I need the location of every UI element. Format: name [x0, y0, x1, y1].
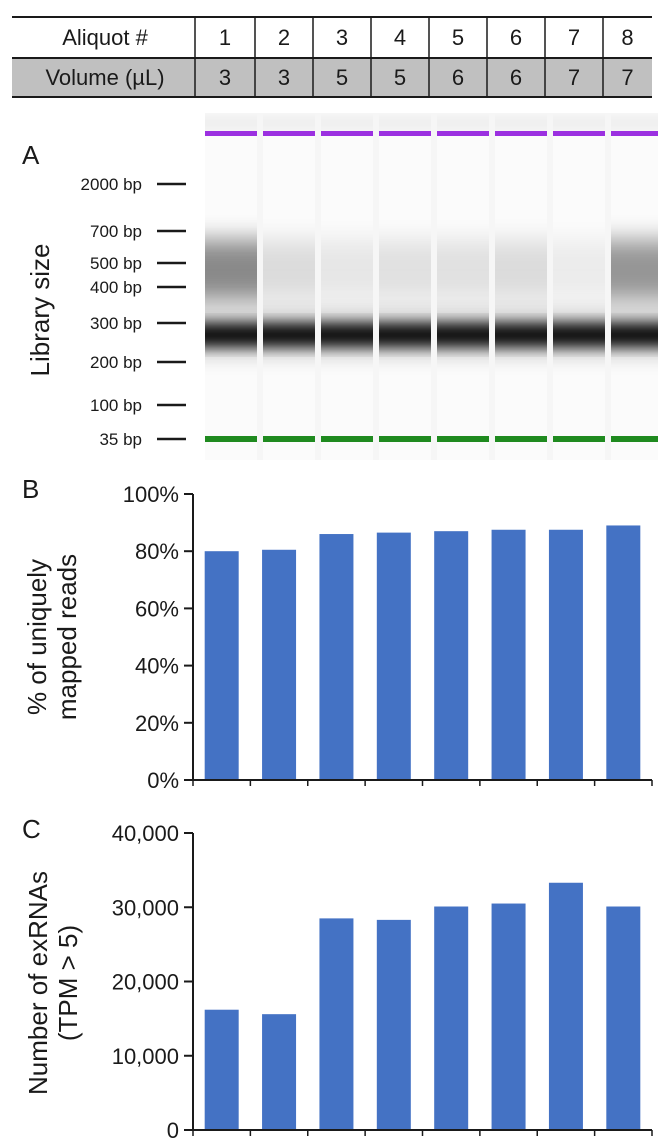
- lower-marker-band: [205, 436, 257, 442]
- y-tick-label: 60%: [135, 596, 179, 621]
- panel-label-a: A: [22, 140, 40, 170]
- lower-marker-band: [437, 436, 489, 442]
- lower-marker-band: [611, 436, 658, 442]
- volume-cell: 3: [219, 65, 231, 90]
- upper-marker-band: [205, 131, 257, 136]
- y-tick-label: 0: [167, 1118, 179, 1139]
- bar-aliquot-1: [204, 1009, 239, 1130]
- upper-marker-band: [553, 131, 605, 136]
- aliquot-number-cell: 2: [278, 25, 290, 50]
- bar-aliquot-8: [606, 525, 641, 780]
- c-y-axis-label-line1: Number of exRNAs: [23, 871, 53, 1095]
- lower-marker-band: [379, 436, 431, 442]
- bar-aliquot-6: [491, 903, 526, 1130]
- volume-cell: 7: [621, 65, 633, 90]
- row-label-aliquot: Aliquot #: [62, 25, 148, 50]
- gel-panel: A Library size 2000 bp 700 bp 500 bp 400 bp…: [22, 113, 658, 460]
- ladder-size-label: 500 bp: [90, 254, 142, 273]
- volume-cell: 5: [394, 65, 406, 90]
- bar-aliquot-3: [319, 918, 354, 1130]
- upper-marker-band: [321, 131, 373, 136]
- upper-marker-band: [437, 131, 489, 136]
- volume-cell: 3: [278, 65, 290, 90]
- upper-marker-band: [263, 131, 315, 136]
- y-tick-label: 80%: [135, 539, 179, 564]
- upper-marker-band: [495, 131, 547, 136]
- y-tick-label: 20,000: [112, 970, 179, 995]
- bar-aliquot-3: [319, 534, 354, 780]
- gel-lane: [437, 113, 489, 460]
- y-tick-label: 0%: [147, 768, 179, 793]
- gel-lane: [495, 113, 547, 460]
- upper-marker-band: [379, 131, 431, 136]
- gel-lane: [553, 113, 605, 460]
- ladder-size-label: 2000 bp: [81, 175, 142, 194]
- gel-lane: [205, 113, 257, 460]
- bar-aliquot-2: [262, 1014, 297, 1130]
- bar-aliquot-5: [434, 906, 469, 1130]
- bar-aliquot-7: [548, 529, 583, 780]
- bar-aliquot-4: [376, 532, 411, 780]
- mapped-reads-panel: B % of uniquely mapped reads 0% 20% 40% 60%…: [22, 474, 653, 793]
- volume-cell: 7: [568, 65, 580, 90]
- volume-cell: 5: [336, 65, 348, 90]
- b-y-axis-label-line2: mapped reads: [52, 554, 82, 720]
- panel-label-b: B: [22, 474, 39, 504]
- gel-lane: [321, 113, 373, 460]
- volume-cell: 6: [452, 65, 464, 90]
- exrna-count-panel: C Number of exRNAs (TPM > 5) 0 10,000 20,0…: [22, 814, 653, 1139]
- aliquot-number-cell: 6: [510, 25, 522, 50]
- gel-lane: [611, 113, 658, 460]
- aliquot-number-cell: 4: [394, 25, 406, 50]
- y-tick-label: 100%: [123, 482, 179, 507]
- aliquot-number-cell: 3: [336, 25, 348, 50]
- upper-marker-band: [611, 131, 658, 136]
- ladder-size-label: 400 bp: [90, 278, 142, 297]
- ladder-size-label: 700 bp: [90, 222, 142, 241]
- bar-aliquot-2: [262, 549, 297, 780]
- gel-lane: [379, 113, 431, 460]
- volume-cell: 6: [510, 65, 522, 90]
- ladder-size-label: 300 bp: [90, 314, 142, 333]
- y-tick-label: 40%: [135, 654, 179, 679]
- bar-aliquot-1: [204, 551, 239, 780]
- c-y-axis-label-line2: (TPM > 5): [53, 925, 83, 1041]
- sample-table: Aliquot # Volume (µL) 1 3 2 3 3 5 4 5 5 6 6 6 7 7 8 7: [12, 16, 652, 98]
- y-tick-label: 10,000: [112, 1044, 179, 1069]
- aliquot-number-cell: 5: [452, 25, 464, 50]
- lower-marker-band: [321, 436, 373, 442]
- b-y-axis-label-line1: % of uniquely: [22, 559, 52, 715]
- y-tick-label: 20%: [135, 711, 179, 736]
- lower-marker-band: [495, 436, 547, 442]
- gel-lane: [263, 113, 315, 460]
- panel-label-c: C: [22, 814, 41, 844]
- aliquot-number-cell: 1: [219, 25, 231, 50]
- ladder-size-label: 100 bp: [90, 396, 142, 415]
- y-tick-label: 30,000: [112, 895, 179, 920]
- gel-y-axis-label: Library size: [25, 244, 55, 377]
- lower-marker-band: [263, 436, 315, 442]
- bar-aliquot-8: [606, 906, 641, 1130]
- bar-aliquot-4: [376, 919, 411, 1130]
- bar-aliquot-7: [548, 882, 583, 1130]
- lower-marker-band: [553, 436, 605, 442]
- row-label-volume: Volume (µL): [45, 65, 164, 90]
- bar-aliquot-5: [434, 531, 469, 780]
- y-tick-label: 40,000: [112, 821, 179, 846]
- aliquot-number-cell: 8: [621, 25, 633, 50]
- ladder-size-label: 35 bp: [99, 430, 142, 449]
- bar-aliquot-6: [491, 529, 526, 780]
- ladder-size-label: 200 bp: [90, 353, 142, 372]
- aliquot-number-cell: 7: [568, 25, 580, 50]
